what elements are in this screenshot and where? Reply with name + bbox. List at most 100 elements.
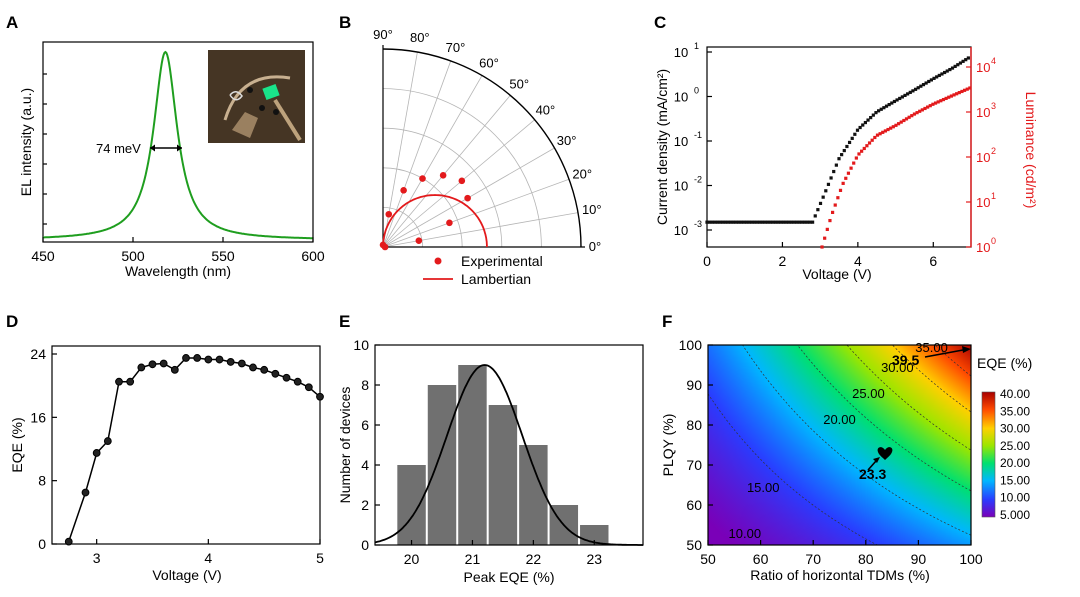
- chart-c-current-point: [948, 67, 952, 72]
- chart-e-y-tick-label: 0: [361, 537, 369, 553]
- chart-c-current-point: [745, 220, 749, 224]
- chart-c-y-tick-exp: -2: [694, 175, 702, 185]
- chart-f-colorbar-ticks: 40.00 35.00 30.00 25.00 20.00 15.00 10.00 5.000: [1000, 387, 1030, 522]
- chart-d-y-tick-label: 16: [30, 409, 46, 425]
- chart-c-series: [705, 56, 972, 249]
- chart-b-lambertian-line: [382, 194, 488, 247]
- chart-c-luminance-point: [823, 236, 827, 240]
- chart-b-experimental-point: [446, 219, 453, 227]
- chart-c-current-point: [903, 93, 907, 98]
- chart-c-current-point: [750, 220, 754, 224]
- chart-f-x-tick-label: 70: [805, 551, 821, 567]
- chart-c-current-point: [906, 92, 910, 96]
- chart-c-y-tick-exp: -1: [694, 130, 702, 140]
- chart-c-current-point: [816, 208, 820, 212]
- chart-c-luminance-point: [873, 135, 877, 140]
- chart-c-luminance-point: [833, 203, 837, 207]
- chart-c-luminance-point: [918, 109, 922, 113]
- chart-c-current-point: [842, 148, 846, 153]
- chart-c-y2-tick-exp: 0: [991, 236, 996, 246]
- chart-d-y-tick-label: 0: [38, 536, 46, 552]
- chart-f-marker-device: [867, 447, 893, 471]
- chart-c-current-point: [855, 128, 860, 132]
- chart-f-x-tick-label: 90: [911, 551, 927, 567]
- chart-b-legend-marker-experimental: [434, 257, 442, 265]
- chart-e-bar: [397, 465, 426, 545]
- chart-e-ylabel: Number of devices: [337, 387, 353, 504]
- chart-c-current-point: [937, 73, 941, 78]
- chart-c-current-point: [781, 220, 786, 224]
- chart-f-colorbar-title: EQE (%): [977, 355, 1032, 371]
- chart-e-bar: [488, 405, 518, 545]
- chart-c-luminance-point: [878, 132, 882, 136]
- chart-c-current-point: [834, 163, 838, 167]
- chart-b-experimental-point: [439, 172, 447, 179]
- chart-b-grid-ring: [382, 88, 542, 248]
- chart-f-marker-max-label: 39.5: [892, 352, 919, 368]
- chart-e-bar: [458, 365, 487, 545]
- chart-c-current-point: [742, 220, 746, 224]
- panel-label-a: A: [6, 13, 18, 32]
- chart-e-bars: [397, 365, 609, 545]
- chart-c-current-point: [726, 220, 730, 224]
- chart-c-x-tick-label: 2: [779, 253, 787, 269]
- chart-e-x-tick-label: 21: [465, 551, 481, 567]
- chart-c-current-point: [921, 83, 926, 87]
- chart-c-current-point: [737, 220, 741, 224]
- panel-label-e: E: [339, 312, 350, 331]
- chart-a-x-tick-label: 600: [301, 248, 325, 264]
- chart-c-current-point: [829, 176, 833, 180]
- chart-c-current-point: [771, 220, 775, 224]
- chart-b-experimental-point: [458, 177, 466, 185]
- chart-c-current-point: [776, 220, 780, 224]
- chart-d-point: [115, 377, 123, 386]
- chart-c-luminance-point: [902, 118, 906, 123]
- chart-c-current-point: [800, 220, 804, 224]
- chart-c-luminance-point: [915, 111, 919, 115]
- chart-f-colorbar-tick-label: 15.00: [1000, 473, 1030, 487]
- chart-a-annotation: 74 meV: [96, 141, 141, 156]
- chart-d-point: [226, 358, 235, 366]
- chart-f-x-tick-label: 100: [959, 551, 983, 567]
- chart-c-luminance-point: [896, 122, 901, 126]
- chart-c-luminance-point: [949, 94, 953, 98]
- chart-b-legend-experimental: Experimental: [461, 253, 543, 269]
- chart-b-grid-spoke: [382, 95, 511, 248]
- chart-c-current-point: [708, 220, 712, 224]
- chart-b-experimental-point: [419, 175, 426, 182]
- chart-c-current-point: [911, 89, 915, 93]
- chart-c-current-point: [813, 214, 817, 218]
- chart-c-luminance-point: [841, 181, 845, 185]
- chart-d-point: [304, 383, 313, 392]
- chart-c-current-point: [826, 182, 831, 186]
- chart-b-angle-label: 90°: [373, 27, 393, 42]
- chart-c-current-point: [718, 220, 722, 224]
- chart-c-current-point: [845, 144, 849, 149]
- chart-f-colorbar-tick-label: 40.00: [1000, 387, 1030, 401]
- chart-d-point: [92, 449, 101, 457]
- chart-c-x-tick-label: 4: [854, 253, 862, 269]
- chart-e-x-tick-label: 22: [526, 551, 542, 567]
- chart-c-current-point: [871, 113, 875, 117]
- chart-c-luminance-point: [828, 218, 832, 223]
- chart-f-colorbar-tick-label: 20.00: [1000, 456, 1030, 470]
- chart-c-luminance-point: [907, 115, 911, 119]
- chart-d-point: [271, 369, 280, 378]
- chart-c-current-point: [940, 72, 944, 76]
- chart-c-luminance-point: [904, 117, 909, 121]
- chart-c-luminance-point: [836, 196, 840, 200]
- chart-e-x-tick-label: 23: [586, 551, 602, 567]
- chart-d-point: [237, 359, 246, 368]
- chart-f-colorbar: [981, 391, 996, 518]
- chart-c-y-tick-label: 10: [674, 134, 688, 149]
- chart-c-current-point: [721, 220, 725, 224]
- chart-c-luminance-point: [862, 146, 866, 151]
- chart-c-current-point: [729, 220, 733, 224]
- chart-c-current-point: [869, 115, 873, 120]
- chart-f-contour-line: [891, 345, 971, 413]
- chart-f-contours: [708, 345, 971, 545]
- chart-c-current-point: [821, 195, 825, 199]
- chart-d-point: [148, 360, 157, 369]
- chart-c-ylabel: Current density (mA/cm²): [654, 69, 670, 225]
